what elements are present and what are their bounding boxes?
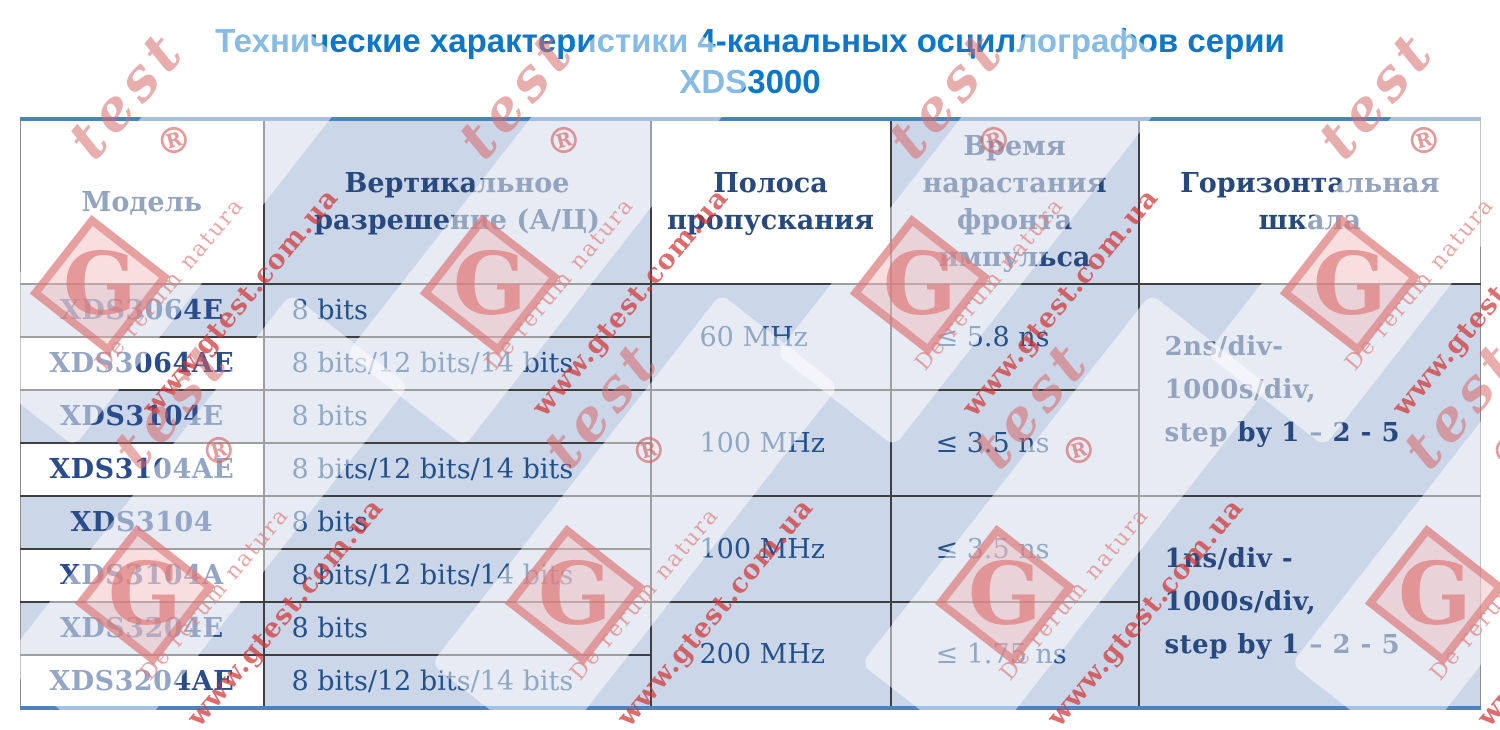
model-cell: XDS3204E (20, 601, 265, 656)
scale-line: 1000s/div, (1164, 375, 1317, 405)
header-row: Модель Вертикальное разрешение (А/Ц) Пол… (20, 118, 1481, 285)
scale-line: 2ns/div- (1164, 332, 1284, 362)
resolution-cell: 8 bits/12 bits/14 bits (262, 336, 651, 391)
resolution-cell: 8 bits (262, 283, 652, 338)
model-cell: XDS3104 (20, 495, 265, 550)
resolution-cell: 8 bits (262, 495, 652, 550)
resolution-cell: 8 bits (262, 601, 652, 656)
column-header-rise-time: Время нарастания фронта импульса (889, 118, 1140, 285)
resolution-cell: 8 bits/12 bits/14 bits (262, 548, 651, 603)
model-cell: XDS3204AE (20, 654, 265, 709)
registered-mark-icon: ® (1486, 426, 1500, 476)
rise-time-cell: ≤ 3.5 ns (889, 389, 1139, 497)
bandwidth-cell: 100 MHz (649, 389, 892, 497)
page-title-line1: Технические характеристики 4-канальных о… (215, 22, 1285, 59)
bandwidth-cell: 60 MHz (649, 283, 892, 391)
rise-time-cell: ≤ 3.5 ns (889, 495, 1140, 603)
horizontal-scale-cell: 2ns/div- 1000s/div, step by 1 – 2 - 5 (1137, 283, 1481, 497)
spec-table: Модель Вертикальное разрешение (А/Ц) Пол… (20, 117, 1481, 710)
horizontal-scale-cell: 1ns/div - 1000s/div, step by 1 – 2 - 5 (1137, 495, 1481, 709)
resolution-cell: 8 bits (262, 389, 652, 444)
model-cell: XDS3064AE (20, 336, 265, 391)
column-header-horizontal-scale: Горизонтальная шкала (1137, 118, 1481, 285)
table-row: XDS3064E 8 bits 60 MHz ≤ 5.8 ns 2ns/div-… (20, 283, 1481, 497)
rise-time-cell: ≤ 1.75 ns (889, 601, 1139, 709)
table-row: XDS3104 8 bits 100 MHz ≤ 3.5 ns 1ns/div … (20, 495, 1481, 709)
column-header-bandwidth: Полоса пропускания (649, 118, 892, 285)
resolution-cell: 8 bits/12 bits/14 bits (262, 442, 651, 497)
resolution-cell: 8 bits/12 bits/14 bits (262, 654, 651, 709)
bandwidth-cell: 100 MHz (649, 495, 892, 603)
scale-line: step by 1 – 2 - 5 (1164, 629, 1401, 660)
rise-time-cell: ≤ 5.8 ns (889, 283, 1140, 391)
page-title: Технические характеристики 4-канальных о… (0, 20, 1500, 102)
model-cell: XDS3104AE (20, 442, 265, 497)
bandwidth-cell: 200 MHz (649, 601, 892, 709)
column-header-model: Модель (20, 118, 265, 285)
scale-line: 1000s/div, (1164, 586, 1317, 617)
model-cell: XDS3104E (20, 389, 265, 444)
model-cell: XDS3064E (20, 283, 265, 338)
page-title-line2: XDS3000 (679, 63, 821, 100)
column-header-resolution: Вертикальное разрешение (А/Ц) (262, 118, 652, 285)
scale-line: 1ns/div - (1164, 543, 1294, 574)
scale-line: step by 1 – 2 - 5 (1164, 418, 1401, 448)
model-cell: XDS3104A (20, 548, 265, 603)
